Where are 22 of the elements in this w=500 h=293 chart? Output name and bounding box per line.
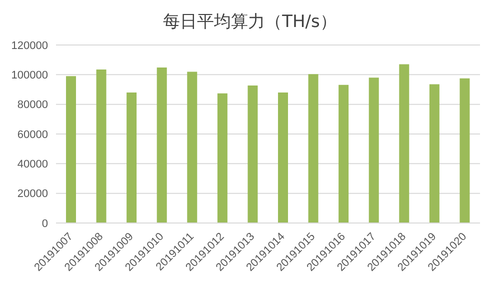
bar bbox=[66, 76, 76, 223]
bar bbox=[399, 64, 410, 223]
bar bbox=[187, 72, 198, 223]
y-tick-label: 80000 bbox=[17, 99, 48, 112]
bar bbox=[460, 78, 470, 223]
bar bbox=[429, 84, 440, 223]
y-tick-label: 60000 bbox=[17, 128, 48, 141]
bar bbox=[368, 78, 379, 223]
bar bbox=[126, 92, 137, 223]
bar bbox=[278, 92, 288, 223]
bar bbox=[156, 68, 167, 223]
y-tick-label: 20000 bbox=[17, 188, 48, 200]
y-tick-label: 40000 bbox=[17, 158, 48, 171]
bar bbox=[248, 85, 258, 223]
y-tick-label: 0 bbox=[42, 218, 48, 230]
y-tick-label: 120000 bbox=[11, 40, 48, 52]
y-tick-label: 100000 bbox=[11, 70, 48, 82]
bar bbox=[217, 93, 228, 223]
bar bbox=[96, 69, 106, 223]
bar bbox=[338, 84, 349, 223]
chart-title: 每日平均算力（TH/s） bbox=[162, 11, 338, 33]
bar bbox=[308, 74, 318, 223]
